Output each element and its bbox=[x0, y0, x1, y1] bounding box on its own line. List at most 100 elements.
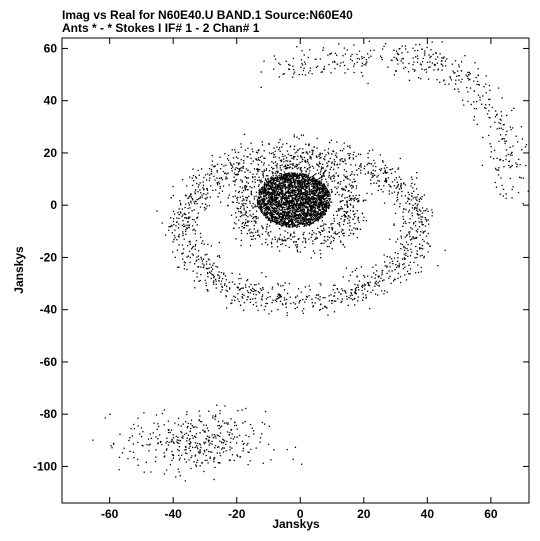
data-point bbox=[322, 175, 324, 177]
data-point bbox=[308, 238, 310, 240]
data-point bbox=[285, 187, 287, 189]
data-point bbox=[290, 189, 292, 192]
data-point bbox=[277, 188, 279, 190]
data-point bbox=[298, 183, 300, 185]
data-point bbox=[366, 192, 368, 195]
data-point bbox=[170, 441, 172, 443]
data-point bbox=[384, 170, 386, 173]
data-point bbox=[244, 185, 246, 188]
data-point bbox=[219, 276, 221, 278]
data-point bbox=[355, 155, 357, 157]
data-point bbox=[238, 227, 240, 229]
data-point bbox=[296, 172, 299, 175]
data-point bbox=[286, 167, 288, 169]
data-point bbox=[393, 185, 395, 187]
data-point bbox=[345, 186, 347, 188]
data-point bbox=[324, 194, 326, 196]
data-point bbox=[414, 257, 416, 259]
data-point bbox=[350, 292, 352, 294]
data-point bbox=[273, 188, 275, 190]
data-point bbox=[299, 189, 302, 191]
data-point bbox=[268, 218, 270, 220]
data-point bbox=[269, 180, 272, 182]
data-point bbox=[272, 181, 274, 183]
data-point bbox=[396, 200, 398, 202]
data-point bbox=[219, 454, 222, 457]
data-point bbox=[185, 421, 187, 423]
data-point bbox=[211, 160, 214, 162]
data-point bbox=[408, 273, 410, 275]
data-point bbox=[186, 440, 188, 442]
data-point bbox=[280, 296, 282, 298]
data-point bbox=[327, 198, 329, 200]
data-point bbox=[255, 305, 258, 307]
data-point bbox=[185, 217, 187, 219]
data-point bbox=[327, 183, 329, 185]
data-point bbox=[292, 201, 294, 203]
data-point bbox=[296, 224, 298, 226]
data-point bbox=[300, 222, 303, 224]
data-point bbox=[376, 270, 378, 272]
data-point bbox=[186, 256, 188, 258]
data-point bbox=[261, 202, 264, 205]
data-point bbox=[189, 243, 191, 245]
data-point bbox=[405, 222, 407, 225]
data-point bbox=[409, 239, 412, 241]
data-point bbox=[199, 450, 201, 452]
data-point bbox=[270, 196, 272, 198]
data-point bbox=[300, 210, 302, 213]
data-point bbox=[365, 296, 367, 298]
data-point bbox=[285, 212, 288, 214]
data-point bbox=[304, 179, 306, 181]
data-point bbox=[318, 162, 321, 165]
data-point bbox=[231, 447, 233, 449]
data-point bbox=[234, 149, 236, 151]
data-point bbox=[265, 184, 267, 186]
data-point bbox=[389, 168, 391, 171]
data-point bbox=[355, 194, 357, 197]
data-point bbox=[171, 232, 173, 234]
data-point bbox=[216, 452, 218, 454]
data-point bbox=[291, 207, 293, 209]
data-point bbox=[413, 261, 415, 263]
data-point bbox=[205, 207, 207, 209]
data-point bbox=[309, 155, 311, 158]
data-point bbox=[403, 246, 405, 248]
data-point bbox=[302, 202, 304, 204]
data-point bbox=[340, 200, 343, 202]
data-point bbox=[308, 232, 311, 234]
data-point bbox=[296, 151, 298, 153]
data-point bbox=[275, 210, 278, 212]
data-point bbox=[198, 452, 201, 454]
data-point bbox=[286, 175, 288, 178]
data-point bbox=[273, 190, 276, 193]
data-point bbox=[351, 299, 354, 301]
data-point bbox=[284, 197, 286, 199]
data-point bbox=[238, 219, 240, 221]
data-point bbox=[293, 180, 295, 183]
data-point bbox=[293, 217, 295, 219]
data-point bbox=[305, 174, 308, 176]
data-point bbox=[291, 210, 293, 212]
data-point bbox=[297, 238, 299, 241]
data-point bbox=[416, 231, 419, 233]
data-point bbox=[213, 277, 215, 279]
data-point bbox=[288, 176, 291, 178]
data-point bbox=[225, 279, 228, 281]
data-point bbox=[292, 167, 294, 170]
data-point bbox=[254, 204, 256, 206]
data-point bbox=[171, 459, 173, 462]
data-point bbox=[292, 212, 294, 214]
data-point bbox=[395, 264, 397, 266]
data-point bbox=[301, 186, 303, 188]
data-point bbox=[178, 459, 181, 461]
data-point bbox=[234, 283, 236, 285]
data-point bbox=[265, 190, 267, 193]
data-point bbox=[170, 224, 173, 227]
data-point bbox=[411, 251, 413, 253]
data-point bbox=[347, 222, 349, 225]
data-point bbox=[341, 160, 343, 162]
data-point bbox=[179, 457, 181, 459]
data-point bbox=[284, 239, 286, 242]
data-point bbox=[416, 199, 418, 202]
